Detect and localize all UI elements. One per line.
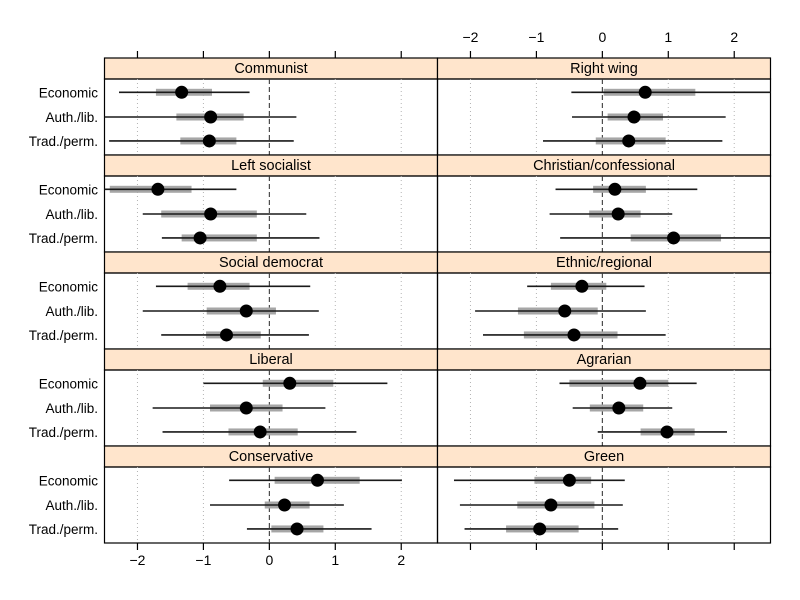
estimate-dot [533, 522, 547, 536]
estimate-dot [612, 401, 626, 415]
bottom-axis-tick-label: 0 [265, 552, 273, 568]
estimate-dot [608, 182, 622, 196]
row-label: Trad./perm. [29, 522, 98, 537]
row-label: Auth./lib. [45, 401, 98, 416]
estimate-dot [558, 304, 572, 318]
bottom-axis-tick-label: 1 [331, 552, 339, 568]
strip-title: Green [584, 449, 624, 465]
top-axis-tick-label: 1 [664, 29, 672, 45]
row-label: Economic [39, 182, 99, 197]
estimate-dot [627, 110, 641, 124]
estimate-dot [239, 401, 253, 415]
row-label: Trad./perm. [29, 328, 98, 343]
estimate-dot [667, 231, 681, 245]
strip-title: Agrarian [577, 352, 632, 368]
row-label: Trad./perm. [29, 134, 98, 149]
strip-title: Liberal [249, 352, 293, 368]
bottom-axis-tick-label: −1 [195, 552, 211, 568]
row-label: Auth./lib. [45, 110, 98, 125]
row-label: Auth./lib. [45, 498, 98, 513]
estimate-dot [567, 328, 581, 342]
strip-title: Communist [234, 61, 307, 77]
row-label: Economic [39, 473, 99, 488]
estimate-dot [310, 473, 324, 487]
top-axis-tick-label: 2 [730, 29, 738, 45]
estimate-dot [204, 110, 218, 124]
strip-title: Right wing [570, 61, 638, 77]
estimate-dot [202, 134, 216, 148]
estimate-dot [204, 207, 218, 221]
estimate-dot [239, 304, 253, 318]
estimate-dot [213, 279, 227, 293]
estimate-dot [622, 134, 636, 148]
row-label: Economic [39, 85, 99, 100]
row-label: Trad./perm. [29, 425, 98, 440]
estimate-dot [151, 182, 165, 196]
estimate-dot [562, 473, 576, 487]
row-label: Auth./lib. [45, 304, 98, 319]
estimate-dot [575, 279, 589, 293]
bottom-axis-tick-label: −2 [129, 552, 145, 568]
top-axis-tick-label: −1 [528, 29, 544, 45]
strip-title: Ethnic/regional [556, 255, 652, 271]
panel-box [436, 466, 772, 544]
strip-title: Social democrat [219, 255, 323, 271]
strip-title: Christian/confessional [533, 158, 675, 174]
estimate-dot [175, 85, 189, 99]
estimate-dot [638, 85, 652, 99]
estimate-dot [660, 425, 674, 439]
row-label: Economic [39, 376, 99, 391]
estimate-dot [193, 231, 207, 245]
estimate-dot [253, 425, 267, 439]
row-label: Auth./lib. [45, 207, 98, 222]
bottom-axis-tick-label: 2 [397, 552, 405, 568]
strip-title: Left socialist [231, 158, 311, 174]
top-axis-tick-label: −2 [462, 29, 478, 45]
row-label: Economic [39, 279, 99, 294]
strip-title: Conservative [229, 449, 314, 465]
estimate-dot [633, 376, 647, 390]
estimate-dot [544, 498, 558, 512]
estimate-dot [283, 376, 297, 390]
estimate-dot [611, 207, 625, 221]
top-axis-tick-label: 0 [598, 29, 606, 45]
estimate-dot [219, 328, 233, 342]
estimate-dot [278, 498, 292, 512]
row-label: Trad./perm. [29, 231, 98, 246]
estimate-dot [290, 522, 304, 536]
